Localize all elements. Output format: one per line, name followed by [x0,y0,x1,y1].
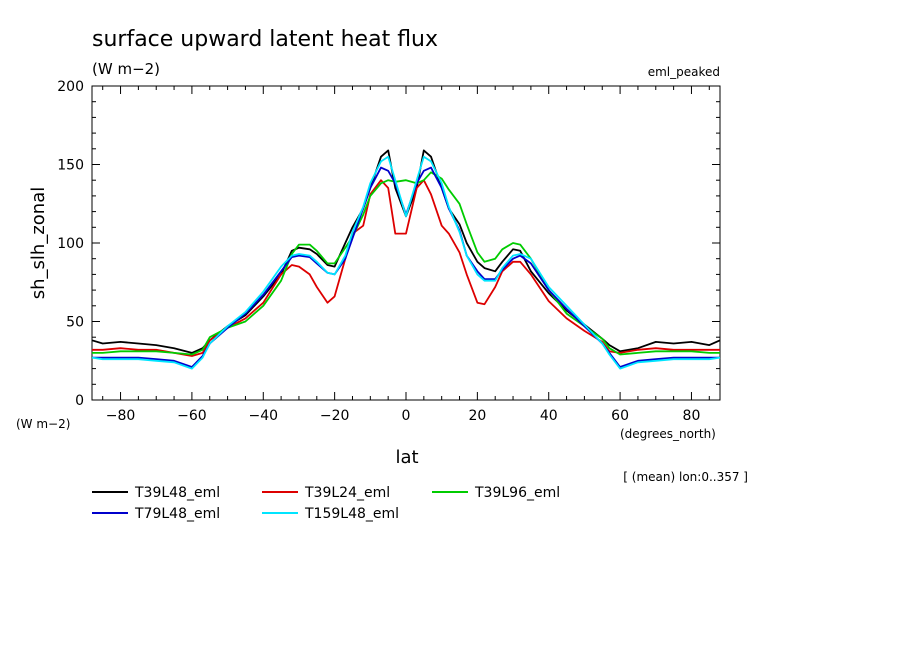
experiment-label: eml_peaked [648,65,720,79]
y-tick-label: 100 [57,236,84,252]
series-line-T39L24_eml [92,179,720,357]
x-axis-label: lat [395,447,418,468]
x-tick-label: −80 [106,408,136,424]
x-tick-label: −20 [320,408,350,424]
chart-units: (W m−2) [92,60,160,78]
legend-item: T39L96_eml [432,485,560,501]
series-line-T159L48_eml [91,155,721,370]
x-tick-label: −60 [177,408,207,424]
y-tick-label: 0 [75,393,84,409]
legend-item: T79L48_eml [92,506,220,522]
legend-label: T79L48_eml [134,506,220,522]
legend-label: T39L96_eml [474,485,560,501]
y-axis-units: (W m−2) [16,417,70,431]
legend-label: T39L48_eml [134,485,220,501]
mean-note: [ (mean) lon:0..357 ] [623,470,748,484]
legend: T39L48_eml T39L24_eml T39L96_eml T79L48_eml… [92,485,560,522]
plot-area: −80 −60 −40 −20 0 20 40 60 80 0 50 100 150 200 [57,79,721,424]
chart-title: surface upward latent heat flux [92,27,438,52]
x-tick-label: 20 [468,408,486,424]
x-tick-label: 0 [402,408,411,424]
x-tick-label: −40 [248,408,278,424]
y-tick-label: 150 [57,158,84,174]
x-axis-units: (degrees_north) [620,427,716,441]
legend-label: T39L24_eml [304,485,390,501]
y-tick-label: 50 [66,315,84,331]
plot-frame [91,85,721,401]
legend-item: T159L48_eml [262,506,399,522]
x-tick-label: 60 [611,408,629,424]
y-axis-label: sh_slh_zonal [28,187,49,299]
legend-item: T39L48_eml [92,485,220,501]
legend-item: T39L24_eml [262,485,390,501]
series-line-T79L48_eml [92,166,720,368]
y-tick-label: 200 [57,79,84,95]
series-line-T39L96_eml [92,171,720,356]
x-tick-label: 80 [683,408,701,424]
x-tick-label: 40 [540,408,558,424]
legend-label: T159L48_eml [304,506,399,522]
